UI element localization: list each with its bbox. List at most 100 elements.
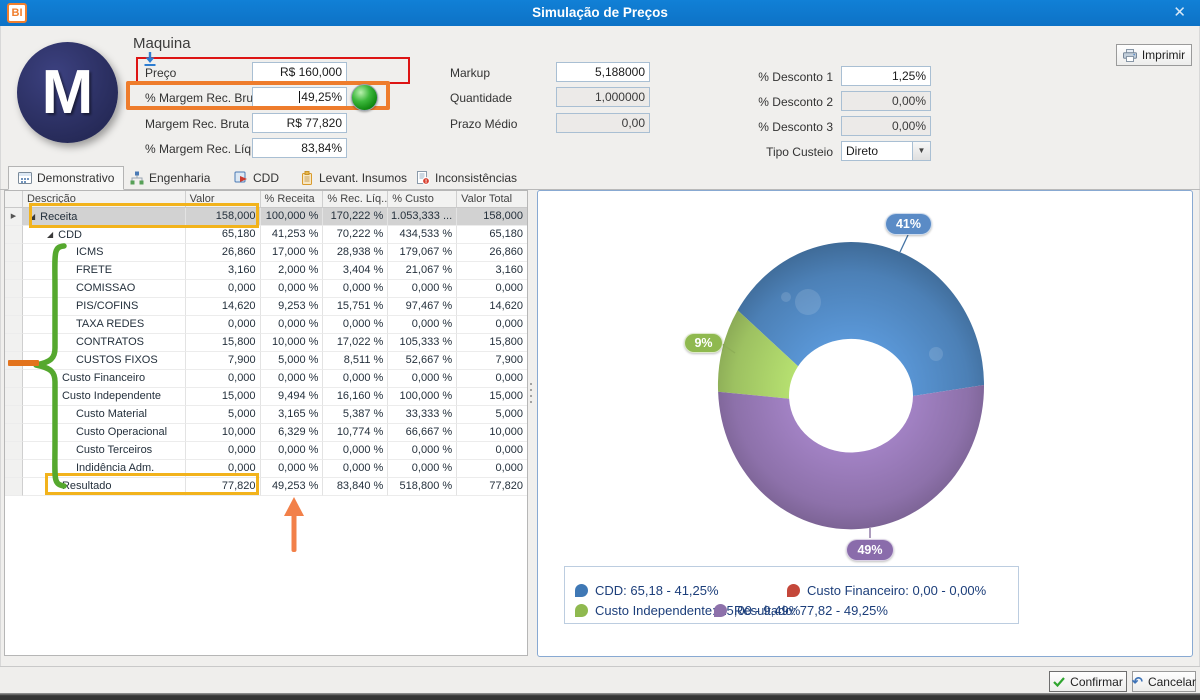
cell-descricao[interactable]: Custo Material <box>22 406 186 424</box>
cell-value[interactable]: 5,387 % <box>323 406 389 424</box>
preco-input[interactable]: R$ 160,000 <box>252 62 347 82</box>
cell-value[interactable]: 83,840 % <box>323 478 389 496</box>
markup-input[interactable]: 5,188000 <box>556 62 650 82</box>
table-row[interactable]: Custo Financeiro 0,000 0,000 % 0,000 % 0,000… <box>5 370 528 388</box>
cell-value[interactable]: 26,860 <box>185 244 261 262</box>
cell-value[interactable]: 14,620 <box>185 298 261 316</box>
cell-value[interactable]: 10,000 % <box>260 334 324 352</box>
expand-icon[interactable]: ◢ <box>28 212 36 221</box>
cell-value[interactable]: 0,000 % <box>260 370 324 388</box>
cell-value[interactable]: 0,000 % <box>260 460 324 478</box>
table-row[interactable]: COMISSAO 0,000 0,000 % 0,000 % 0,000 % 0,000 <box>5 280 527 298</box>
cell-value[interactable]: 15,751 % <box>323 298 389 316</box>
cell-value[interactable]: 52,667 % <box>388 352 458 370</box>
cell-value[interactable]: 7,900 <box>185 352 261 370</box>
cell-descricao[interactable]: CUSTOS FIXOS <box>22 352 186 370</box>
cell-descricao[interactable]: ◢ Receita <box>22 208 186 226</box>
cell-value[interactable]: 0,000 % <box>260 316 324 334</box>
cell-value[interactable]: 0,000 % <box>323 316 389 334</box>
cell-descricao[interactable]: Indidência Adm. <box>22 460 186 478</box>
close-icon[interactable]: ✕ <box>1173 4 1186 21</box>
col-descricao[interactable]: Descrição <box>22 191 186 208</box>
cell-value[interactable]: 15,000 <box>457 388 528 406</box>
cell-descricao[interactable]: ◢ CDD <box>22 226 186 244</box>
cell-value[interactable]: 65,180 <box>457 226 527 244</box>
cell-value[interactable]: 10,774 % <box>323 424 389 442</box>
cell-value[interactable]: 5,000 <box>185 406 261 424</box>
tab-engenharia[interactable]: Engenharia <box>121 167 219 189</box>
cell-value[interactable]: 15,800 <box>457 334 527 352</box>
cell-value[interactable]: 0,000 % <box>388 460 458 478</box>
cell-value[interactable]: 0,000 % <box>323 460 389 478</box>
cell-value[interactable]: 16,160 % <box>323 388 389 406</box>
cell-value[interactable]: 0,000 % <box>323 280 389 298</box>
cell-value[interactable]: 0,000 <box>457 460 527 478</box>
table-row[interactable]: ▶ ◢ Receita 158,000 100,000 % 170,222 % 1.053,… <box>5 208 527 226</box>
cell-value[interactable]: 158,000 <box>185 208 261 226</box>
cell-descricao[interactable]: CONTRATOS <box>22 334 186 352</box>
col-custo[interactable]: % Custo <box>388 191 458 208</box>
cell-value[interactable]: 0,000 <box>185 370 261 388</box>
table-row[interactable]: Custo Operacional 10,000 6,329 % 10,774 % 66… <box>5 424 527 442</box>
cell-value[interactable]: 65,180 <box>185 226 261 244</box>
table-row[interactable]: Indidência Adm. 0,000 0,000 % 0,000 % 0,000 … <box>5 460 527 478</box>
cell-value[interactable]: 5,000 % <box>260 352 324 370</box>
cell-value[interactable]: 7,900 <box>457 352 527 370</box>
cell-value[interactable]: 0,000 <box>185 460 261 478</box>
table-row[interactable]: Custo Material 5,000 3,165 % 5,387 % 33,333 … <box>5 406 527 424</box>
tab-demonstrativo[interactable]: Demonstrativo <box>8 166 125 190</box>
cell-value[interactable]: 41,253 % <box>260 226 324 244</box>
cell-descricao[interactable]: PIS/COFINS <box>22 298 186 316</box>
cell-descricao[interactable]: ICMS <box>22 244 186 262</box>
cell-value[interactable]: 15,000 <box>185 388 261 406</box>
table-row[interactable]: TAXA REDES 0,000 0,000 % 0,000 % 0,000 % 0,00… <box>5 316 527 334</box>
cell-value[interactable]: 9,253 % <box>260 298 324 316</box>
cell-value[interactable]: 0,000 % <box>323 442 389 460</box>
cell-value[interactable]: 0,000 <box>185 280 261 298</box>
print-button[interactable]: Imprimir <box>1116 44 1192 66</box>
cell-value[interactable]: 8,511 % <box>323 352 389 370</box>
confirm-button[interactable]: Confirmar <box>1049 671 1127 692</box>
cell-value[interactable]: 0,000 <box>185 316 261 334</box>
cell-value[interactable]: 0,000 % <box>388 280 458 298</box>
table-row[interactable]: ◢ CDD 65,180 41,253 % 70,222 % 434,533 % 65,18… <box>5 226 527 244</box>
cell-descricao[interactable]: Custo Independente <box>22 388 186 406</box>
cell-value[interactable]: 434,533 % <box>388 226 458 244</box>
cell-value[interactable]: 0,000 <box>457 280 527 298</box>
cell-value[interactable]: 0,000 % <box>388 316 458 334</box>
cancel-button[interactable]: ↶ Cancelar <box>1132 671 1196 692</box>
cell-value[interactable]: 5,000 <box>457 406 527 424</box>
cell-value[interactable]: 3,160 <box>185 262 261 280</box>
cell-value[interactable]: 15,800 <box>185 334 261 352</box>
cell-value[interactable]: 0,000 <box>457 442 527 460</box>
cell-value[interactable]: 17,000 % <box>260 244 324 262</box>
cell-value[interactable]: 28,938 % <box>323 244 389 262</box>
cell-value[interactable]: 3,160 <box>457 262 527 280</box>
cell-value[interactable]: 33,333 % <box>388 406 458 424</box>
table-row[interactable]: ICMS 26,860 17,000 % 28,938 % 179,067 % 26,86… <box>5 244 527 262</box>
cell-value[interactable]: 14,620 <box>457 298 527 316</box>
panel-splitter[interactable] <box>529 383 532 409</box>
cell-value[interactable]: 0,000 % <box>260 280 324 298</box>
cell-value[interactable]: 518,800 % <box>388 478 458 496</box>
cell-value[interactable]: 26,860 <box>457 244 527 262</box>
cell-descricao[interactable]: Resultado <box>22 478 186 496</box>
cell-value[interactable]: 77,820 <box>185 478 261 496</box>
cell-value[interactable]: 0,000 <box>457 316 527 334</box>
margem-bruta-input[interactable]: R$ 77,820 <box>252 113 347 133</box>
col-valor[interactable]: Valor <box>185 191 261 208</box>
cell-value[interactable]: 100,000 % <box>260 208 324 226</box>
cell-value[interactable]: 49,253 % <box>260 478 324 496</box>
cell-descricao[interactable]: Custo Terceiros <box>22 442 186 460</box>
tab-cdd[interactable]: CDD <box>225 167 288 189</box>
cell-value[interactable]: 10,000 <box>457 424 527 442</box>
margem-bruta-pct-input[interactable]: 49,25% <box>252 87 347 107</box>
cell-value[interactable]: 6,329 % <box>260 424 324 442</box>
table-row[interactable]: Custo Terceiros 0,000 0,000 % 0,000 % 0,000 … <box>5 442 527 460</box>
table-row[interactable]: CONTRATOS 15,800 10,000 % 17,022 % 105,333 %… <box>5 334 527 352</box>
cell-value[interactable]: 0,000 % <box>323 370 389 388</box>
table-row[interactable]: Custo Independente 15,000 9,494 % 16,160 % 1… <box>5 388 528 406</box>
cell-value[interactable]: 0,000 <box>185 442 261 460</box>
cell-value[interactable]: 77,820 <box>457 478 528 496</box>
tab-inconsistencias[interactable]: Inconsistências <box>407 167 526 189</box>
